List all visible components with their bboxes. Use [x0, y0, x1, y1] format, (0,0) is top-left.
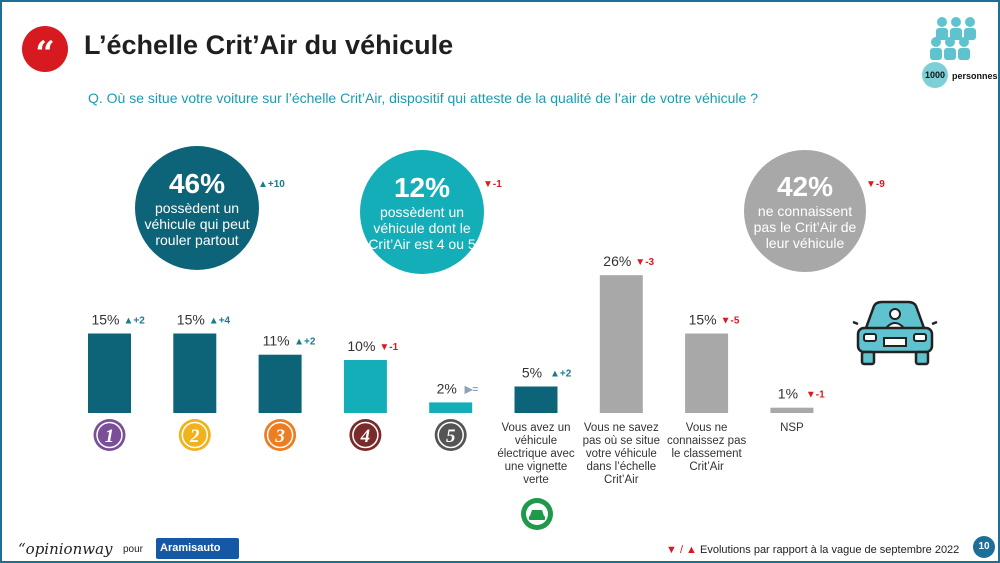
bar-value-label: 2%	[437, 380, 457, 396]
bar-evolution-label: ▶=	[464, 384, 479, 395]
bar	[343, 360, 387, 413]
summary-bubble-all-roads: 46% possèdent un véhicule qui peut roule…	[135, 146, 259, 270]
bar-evolution-label: ▲+2	[550, 369, 572, 380]
summary-text: possèdent un véhicule dont le Crit’Air e…	[368, 204, 476, 252]
bar-value-label: 1%	[778, 386, 798, 402]
bar-evolution-label: ▼-5	[721, 316, 740, 327]
panel-count: 1000	[922, 62, 948, 88]
bar	[685, 333, 729, 413]
evolution-note: ▼ / ▲ Evolutions par rapport à la vague …	[666, 544, 959, 556]
bar-evolution-label: ▼-3	[635, 257, 654, 268]
bar	[258, 354, 302, 413]
summary-pct: 42%	[776, 171, 834, 202]
bar	[173, 333, 217, 413]
critair-badge-ring	[181, 421, 209, 449]
bar-value-label: 11%	[263, 333, 290, 349]
car-icon	[852, 300, 938, 366]
bar-value-label: 15%	[177, 312, 205, 328]
critair-badge-ring	[266, 421, 294, 449]
quote-badge: “	[22, 26, 68, 74]
evolution-note-arrows: ▼ / ▲	[666, 544, 697, 556]
evolution-note-text: Evolutions par rapport à la vague de sep…	[700, 544, 960, 556]
summary-evolution: ▼-9	[866, 179, 885, 190]
summary-evolution: ▼-1	[483, 179, 502, 190]
bar	[599, 275, 643, 413]
bar-evolution-label: ▲+4	[209, 316, 231, 327]
bar-evolution-label: ▲+2	[124, 316, 146, 327]
bar	[770, 407, 814, 413]
critair-badge-ring	[352, 421, 379, 449]
bar-value-label: 15%	[689, 312, 717, 328]
summary-bubble-unknown: 42% ne connaissent pas le Crit’Air de le…	[744, 150, 866, 272]
critair-badge	[178, 419, 211, 451]
bar-value-label: 26%	[603, 253, 631, 269]
summary-evolution: ▲+10	[258, 179, 285, 190]
critair-badge	[93, 419, 126, 451]
bar	[429, 402, 473, 413]
bar-value-label: 10%	[347, 338, 375, 354]
critair-badge-number: 2	[189, 426, 200, 447]
summary-pct: 46%	[168, 168, 226, 199]
category-label: Vous avez un véhicule électrique avec une v…	[497, 422, 575, 486]
summary-bubble-critair-4-5: 12% possèdent un véhicule dont le Crit’A…	[360, 150, 484, 274]
summary-text: ne connaissent pas le Crit’Air de leur v…	[753, 203, 857, 251]
bar-evolution-label: ▲+2	[294, 337, 316, 348]
bar-value-label: 5%	[522, 365, 542, 381]
category-label: NSP	[780, 422, 804, 434]
category-label: Vous ne connaissez pas le classement Crit’A…	[667, 422, 747, 473]
bar-evolution-label: ▼-1	[806, 390, 825, 401]
panel-label: personnes	[952, 71, 998, 81]
summary-pct: 12%	[393, 172, 451, 203]
aramisauto-logo: Aramisauto	[156, 538, 239, 559]
critair-badge	[434, 419, 467, 451]
bar	[88, 333, 131, 413]
category-label: Vous ne savez pas où se situe votre véhicu…	[583, 422, 660, 486]
critair-badge-number: 4	[360, 426, 371, 447]
critair-badge	[264, 419, 297, 451]
summary-text: possèdent un véhicule qui peut rouler pa…	[144, 200, 250, 248]
critair-badge-number: 3	[274, 426, 285, 447]
critair-badge-number: 1	[105, 426, 115, 447]
critair-badge-number: 5	[446, 426, 456, 447]
critair-badge-ring	[437, 421, 464, 449]
green-sticker-icon	[521, 498, 553, 530]
critair-badge	[349, 419, 382, 451]
survey-question: Q. Où se situe votre voiture sur l’échel…	[88, 90, 758, 106]
bar-value-label: 15%	[91, 312, 119, 328]
opinionway-logo: “opinionway	[18, 540, 113, 558]
bar-evolution-label: ▼-1	[379, 342, 398, 353]
people-group-icon	[930, 17, 976, 60]
critair-badge-ring	[96, 421, 123, 449]
page-number: 10	[973, 536, 995, 558]
page-title: L’échelle Crit’Air du véhicule	[84, 30, 454, 60]
bar	[514, 386, 558, 413]
footer-pour: pour	[123, 544, 144, 555]
